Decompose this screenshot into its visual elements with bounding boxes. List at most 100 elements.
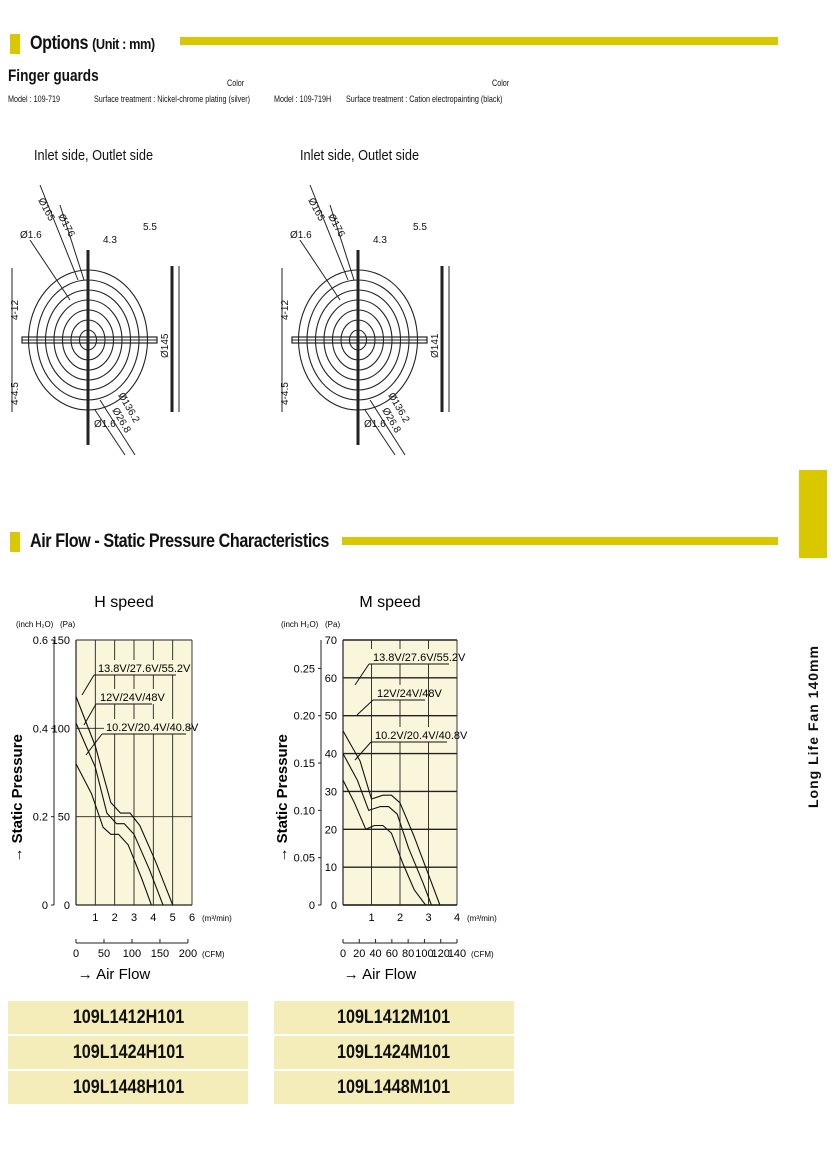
x-tick-cfm: 200: [179, 948, 197, 960]
section-marker: [10, 532, 20, 552]
leader-line: [309, 184, 349, 281]
model-row: 109L1424H101: [8, 1036, 248, 1071]
x-tick-cfm: 20: [353, 948, 365, 960]
dim-label: Ø176: [55, 212, 76, 239]
x-unit-m3: (m³/min): [467, 914, 497, 923]
chart-h-speed: H speed (inch H₂O) (Pa) 1 2 3 4 5 6 (m³/min) 0 50 10…: [9, 594, 232, 983]
y-tick-pa: 20: [325, 824, 337, 836]
finger-guards-title: Finger guards: [8, 66, 99, 85]
models-m-box: 109L1412M101 109L1424M101 109L1448M101: [274, 1000, 514, 1106]
series-line: [342, 753, 432, 906]
x-tick-label: 3: [425, 912, 431, 924]
y-tick-pa: 10: [325, 862, 337, 874]
y-tick-inch: 0.4: [33, 723, 48, 735]
y-tick-pa: 50: [325, 711, 337, 723]
x-tick-label: 5: [170, 912, 176, 924]
series-label-leader: [85, 733, 103, 756]
model-row: 109L1412M101: [274, 1001, 514, 1036]
leader-line: [364, 409, 396, 456]
series-label-bg: [96, 660, 178, 675]
dim-label: Ø141: [430, 333, 441, 358]
y-tick-pa: 70: [325, 635, 337, 647]
y-tick-pa: 40: [325, 749, 337, 761]
dim-label: 5.5: [413, 222, 427, 233]
x-tick-cfm: 100: [415, 948, 433, 960]
x-tick-label: 2: [112, 912, 118, 924]
x-unit-cfm: (CFM): [471, 950, 494, 959]
series-label-bg: [373, 727, 449, 742]
x-tick-cfm: 0: [73, 948, 79, 960]
x-tick-cfm: 0: [340, 948, 346, 960]
options-rule: [180, 37, 778, 45]
right-surface: Surface treatment : Cation electropainti…: [346, 94, 503, 104]
dim-label: 4-4.5: [10, 382, 21, 405]
x-tick-cfm: 60: [386, 948, 398, 960]
y-unit-inch: (inch H₂O): [16, 620, 54, 629]
x-tick-cfm: 100: [123, 948, 141, 960]
x-unit-cfm: (CFM): [202, 950, 225, 959]
options-header: Options (Unit : mm): [10, 33, 177, 55]
left-surface: Surface treatment : Nickel-chrome platin…: [94, 94, 251, 104]
model-row: 109L1412H101: [8, 1001, 248, 1036]
x-tick-cfm: 140: [448, 948, 466, 960]
dim-label: Ø165: [35, 196, 56, 223]
y-tick-pa: 50: [58, 812, 70, 824]
leader-line: [94, 409, 126, 456]
dim-label: 4.3: [103, 235, 117, 246]
dim-label: Ø1.6: [94, 419, 116, 430]
chart-title: M speed: [359, 594, 420, 611]
series-label: 12V/24V/48V: [377, 688, 442, 700]
series-label: 13.8V/27.6V/55.2V: [373, 652, 466, 664]
dim-label: 4-4.5: [280, 382, 291, 405]
y-tick-inch: 0: [42, 900, 48, 912]
x-tick-label: 6: [189, 912, 195, 924]
y-unit-pa: (Pa): [60, 620, 75, 629]
y-unit-pa: (Pa): [325, 620, 340, 629]
y-tick-pa: 0: [331, 900, 337, 912]
series-line: [75, 763, 152, 906]
x-tick-label: 4: [150, 912, 156, 924]
x-axis-title: → Air Flow: [78, 966, 151, 983]
models-h-box: 109L1412H101 109L1424H101 109L1448H101: [8, 1000, 248, 1106]
x-tick-cfm: 150: [151, 948, 169, 960]
side-tab-marker: [799, 470, 827, 558]
options-unit: (Unit : mm): [92, 36, 155, 53]
series-label-leader: [354, 741, 372, 761]
y-tick-inch: 0.25: [294, 663, 315, 675]
series-label-bg: [104, 719, 188, 734]
x-tick-cfm: 40: [369, 948, 381, 960]
series-line: [342, 730, 441, 906]
y-tick-inch: 0.20: [294, 711, 315, 723]
dim-label: 5.5: [143, 222, 157, 233]
x-tick-label: 4: [454, 912, 460, 924]
series-label-bg: [375, 685, 427, 700]
y-tick-pa: 60: [325, 673, 337, 685]
series-line: [75, 722, 164, 906]
dim-label: 4-12: [280, 300, 291, 320]
right-caption: Inlet side, Outlet side: [300, 147, 420, 164]
x-tick-cfm: 80: [402, 948, 414, 960]
series-label-leader: [354, 663, 370, 686]
dim-label: 4.3: [373, 235, 387, 246]
leader-line: [59, 204, 85, 281]
right-model: Model : 109-719H: [274, 94, 332, 104]
y-tick-inch: 0.10: [294, 805, 315, 817]
series-label-bg: [98, 689, 154, 704]
left-caption: Inlet side, Outlet side: [34, 147, 154, 164]
x-tick-label: 1: [368, 912, 374, 924]
chart-m-speed: M speed (inch H₂O) (Pa) 1 2 3 4 (m³/min) 0 10 20 30…: [274, 594, 497, 983]
airflow-title: Air Flow - Static Pressure Characteristi…: [30, 531, 330, 552]
y-tick-pa: 100: [52, 723, 70, 735]
x-tick-label: 1: [92, 912, 98, 924]
dim-label: Ø176: [325, 212, 346, 239]
airflow-header: Air Flow - Static Pressure Characteristi…: [10, 531, 382, 553]
x-axis-title: → Air Flow: [344, 966, 417, 983]
options-title: Options (Unit : mm): [30, 33, 155, 54]
series-label: 12V/24V/48V: [100, 692, 165, 704]
y-unit-inch: (inch H₂O): [281, 620, 319, 629]
series-label-leader: [356, 699, 374, 716]
dim-label: Ø1.6: [290, 230, 312, 241]
x-tick-label: 3: [131, 912, 137, 924]
